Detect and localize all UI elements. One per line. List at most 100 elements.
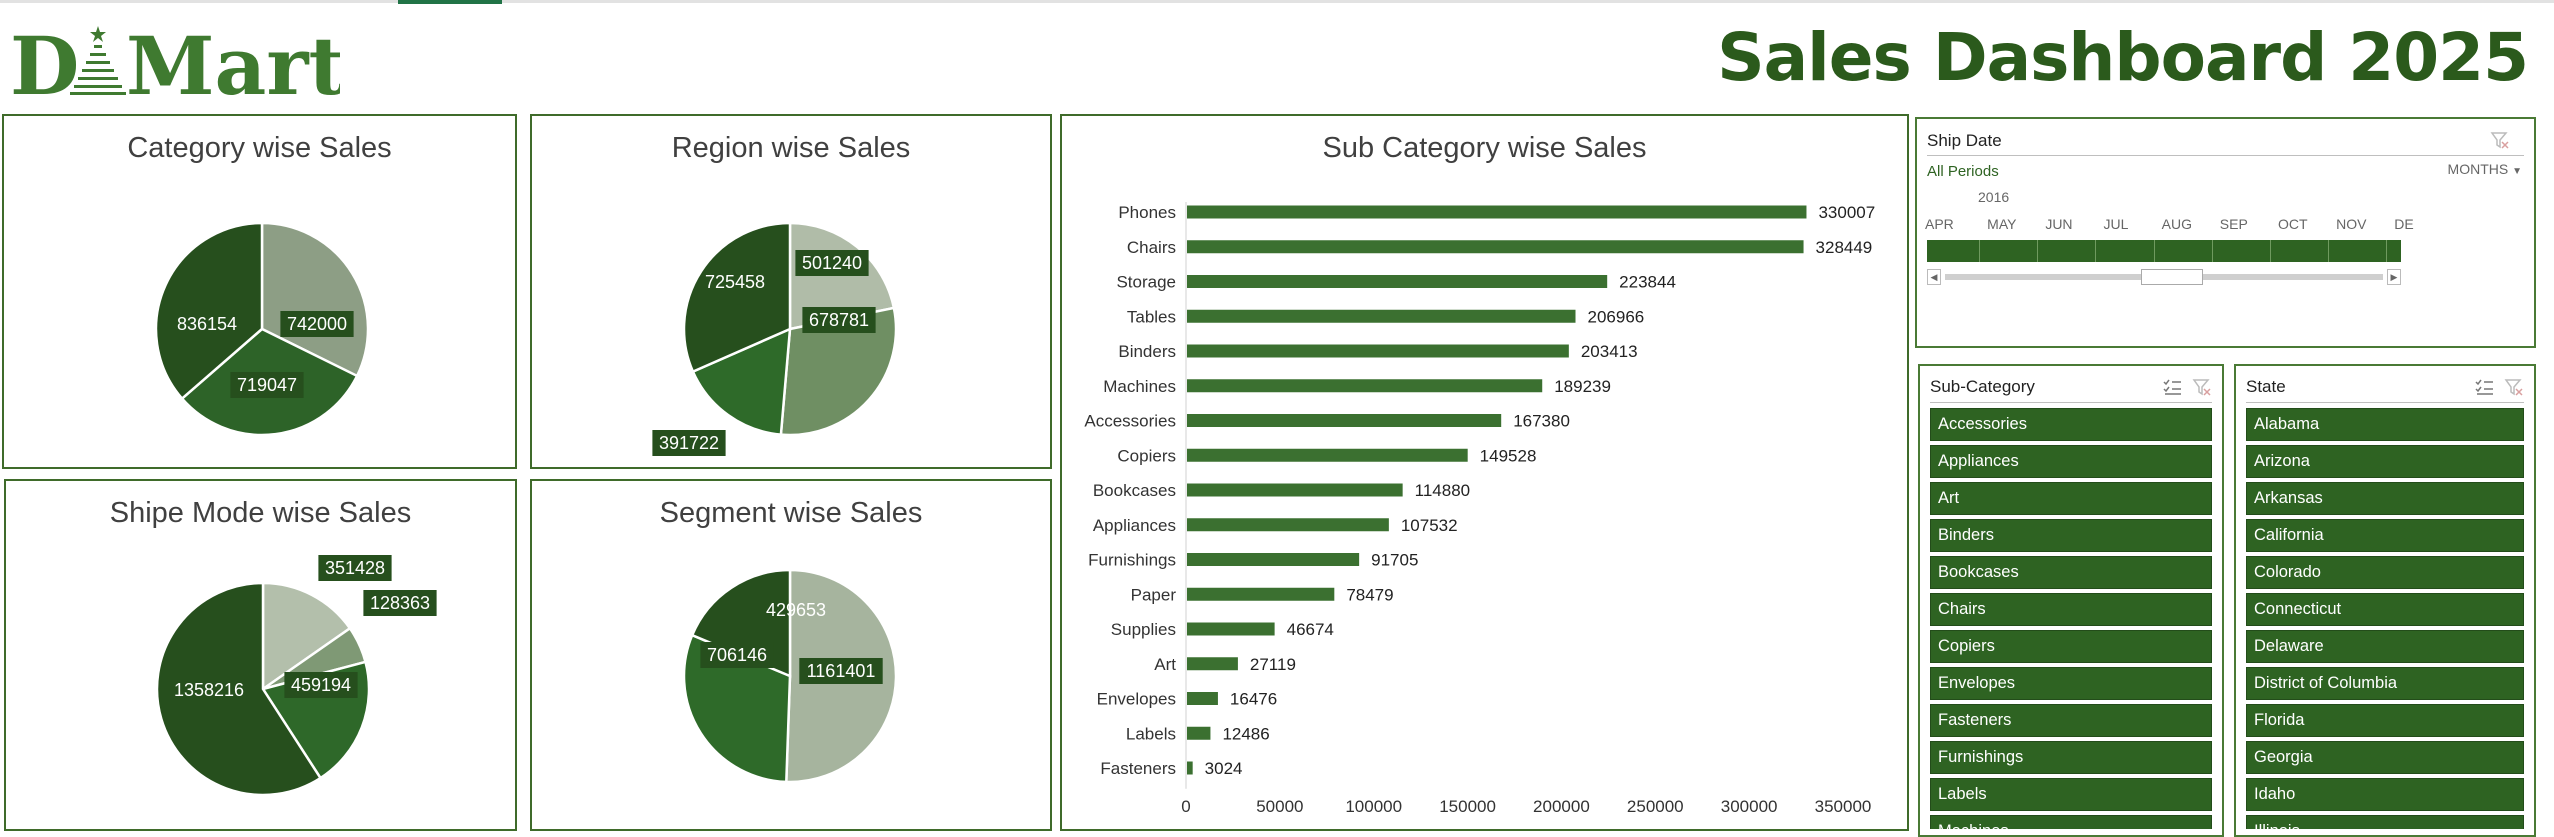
pie-slice[interactable] xyxy=(691,327,792,436)
timeline-level-dropdown[interactable]: MONTHS ▼ xyxy=(2448,161,2522,177)
data-label: 128363 xyxy=(370,593,430,613)
bar[interactable] xyxy=(1187,275,1608,288)
slicer-item[interactable]: Appliances xyxy=(1930,445,2212,478)
slicer-item[interactable]: Bookcases xyxy=(1930,556,2212,589)
timeline-divider xyxy=(2095,240,2097,262)
timeline-range-bar[interactable] xyxy=(1927,240,2401,262)
scroll-left-icon[interactable]: ◀ xyxy=(1927,269,1941,285)
slicer-item[interactable]: Florida xyxy=(2246,704,2524,737)
timeline-months: APR MAY JUN JUL AUG SEP OCT NOV DE xyxy=(1925,216,2414,236)
data-label-box xyxy=(802,307,876,333)
pie-slice[interactable] xyxy=(261,581,352,692)
slicer-item[interactable]: Chairs xyxy=(1930,593,2212,626)
pie-slice[interactable] xyxy=(779,306,898,437)
data-label: 742000 xyxy=(287,314,347,334)
slicer-items: Accessories Appliances Art Binders Bookcases… xyxy=(1930,408,2212,829)
pie-slice[interactable] xyxy=(682,221,792,374)
bar[interactable] xyxy=(1187,414,1502,427)
slicer-item[interactable]: Fasteners xyxy=(1930,704,2212,737)
bar[interactable] xyxy=(1187,692,1218,705)
bar[interactable] xyxy=(1187,726,1211,740)
bar[interactable] xyxy=(1187,448,1468,462)
data-label-box xyxy=(795,250,869,276)
scroll-right-icon[interactable]: ▶ xyxy=(2387,269,2401,285)
x-tick-label: 150000 xyxy=(1439,797,1496,816)
slicer-item[interactable]: Labels xyxy=(1930,778,2212,811)
slicer-item[interactable]: Arkansas xyxy=(2246,482,2524,515)
slicer-item[interactable]: Arizona xyxy=(2246,445,2524,478)
pie-slice[interactable] xyxy=(155,581,323,797)
region-sales-chart[interactable]: Region wise Sales 501240 678781 391722 7254… xyxy=(530,114,1052,469)
state-slicer[interactable]: State Alabama Arizona Arkansas California Co… xyxy=(2234,364,2536,837)
bar-value-label: 330007 xyxy=(1818,203,1875,222)
category-label: Machines xyxy=(1103,377,1176,396)
slicer-item[interactable]: Art xyxy=(1930,482,2212,515)
bar[interactable] xyxy=(1187,622,1275,636)
bar[interactable] xyxy=(1187,553,1360,566)
slicer-item[interactable]: Colorado xyxy=(2246,556,2524,589)
pie-slice[interactable] xyxy=(682,633,792,784)
subcategory-sales-chart[interactable]: Sub Category wise Sales Phones 330007 Chai… xyxy=(1060,114,1909,831)
data-label: 1358216 xyxy=(174,680,244,700)
subcategory-slicer[interactable]: Sub-Category Accessories Appliances Art Bin… xyxy=(1918,364,2224,837)
shipmode-sales-chart[interactable]: Shipe Mode wise Sales 351428 128363 459194… xyxy=(4,479,517,831)
bar-value-label: 46674 xyxy=(1287,620,1334,639)
multi-select-icon[interactable] xyxy=(2474,378,2494,396)
slicer-item[interactable]: Copiers xyxy=(1930,630,2212,663)
category-sales-chart[interactable]: Category wise Sales 742000 719047 836154 xyxy=(2,114,517,469)
bar[interactable] xyxy=(1187,483,1403,497)
timeline-month-label: AUG xyxy=(2161,216,2192,232)
category-label: Envelopes xyxy=(1097,690,1176,709)
bar[interactable] xyxy=(1187,205,1807,219)
bar-value-label: 189239 xyxy=(1554,377,1611,396)
category-label: Binders xyxy=(1118,342,1176,361)
bar[interactable] xyxy=(1187,309,1576,323)
slicer-item[interactable]: Binders xyxy=(1930,519,2212,552)
slicer-item[interactable]: Georgia xyxy=(2246,741,2524,774)
bar[interactable] xyxy=(1187,587,1335,601)
clear-filter-icon[interactable] xyxy=(2504,378,2524,396)
slicer-item[interactable]: Envelopes xyxy=(1930,667,2212,700)
category-label: Labels xyxy=(1126,724,1176,743)
pie-slice[interactable] xyxy=(154,221,264,401)
slicer-item[interactable]: Accessories xyxy=(1930,408,2212,441)
sheet-tab-strip xyxy=(0,0,2554,4)
bar[interactable] xyxy=(1187,240,1804,254)
bar-value-label: 149528 xyxy=(1480,446,1537,465)
bar[interactable] xyxy=(1187,518,1389,532)
slicer-item[interactable]: Connecticut xyxy=(2246,593,2524,626)
timeline-scrollbar[interactable]: ◀ ▶ xyxy=(1927,269,2401,285)
bar[interactable] xyxy=(1187,344,1569,358)
slicer-item[interactable]: Alabama xyxy=(2246,408,2524,441)
scroll-thumb[interactable] xyxy=(2141,269,2203,285)
category-label: Accessories xyxy=(1084,412,1176,431)
segment-sales-chart[interactable]: Segment wise Sales 1161401 706146 429653 xyxy=(530,479,1052,831)
clear-filter-icon[interactable] xyxy=(2192,378,2212,396)
ship-date-timeline[interactable]: Ship Date All Periods MONTHS ▼ 2016 APR M… xyxy=(1915,117,2536,348)
timeline-year: 2016 xyxy=(1978,189,2010,205)
slicer-header: State xyxy=(2246,372,2524,403)
multi-select-icon[interactable] xyxy=(2162,378,2182,396)
slicer-item[interactable]: Illinois xyxy=(2246,815,2524,829)
timeline-divider xyxy=(2153,240,2155,262)
slicer-item[interactable]: California xyxy=(2246,519,2524,552)
bar[interactable] xyxy=(1187,761,1193,775)
slicer-title: State xyxy=(2246,377,2286,396)
bar[interactable] xyxy=(1187,379,1543,393)
timeline-month-label: APR xyxy=(1925,216,1954,232)
slicer-item[interactable]: District of Columbia xyxy=(2246,667,2524,700)
slicer-item[interactable]: Idaho xyxy=(2246,778,2524,811)
clear-filter-icon[interactable] xyxy=(2490,131,2510,149)
active-sheet-indicator[interactable] xyxy=(398,0,502,4)
bar[interactable] xyxy=(1187,657,1238,671)
data-label: 1161401 xyxy=(807,661,876,681)
slicer-item[interactable]: Machines xyxy=(1930,815,2212,829)
x-tick-label: 350000 xyxy=(1815,797,1872,816)
bar-value-label: 328449 xyxy=(1816,238,1873,257)
slicer-item[interactable]: Furnishings xyxy=(1930,741,2212,774)
slicer-item[interactable]: Delaware xyxy=(2246,630,2524,663)
pie-slice[interactable] xyxy=(260,221,370,378)
x-tick-label: 50000 xyxy=(1256,797,1303,816)
data-label: 459194 xyxy=(291,675,351,695)
bar-value-label: 107532 xyxy=(1401,516,1458,535)
